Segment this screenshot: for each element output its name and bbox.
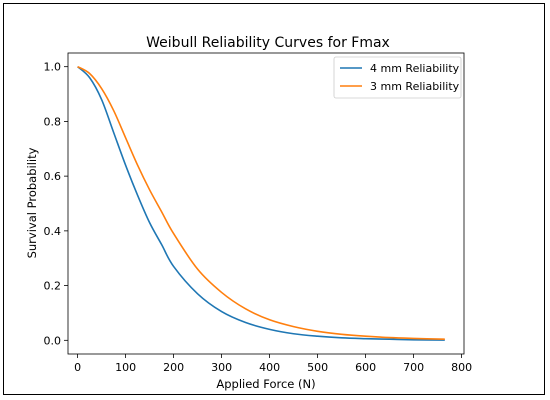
x-tick-label: 0	[74, 361, 81, 374]
y-tick-label: 0.8	[44, 115, 62, 128]
x-tick-label: 100	[115, 361, 136, 374]
x-tick-label: 300	[211, 361, 232, 374]
chart-title: Weibull Reliability Curves for Fmax	[146, 35, 390, 51]
y-tick-label: 0.6	[44, 170, 62, 183]
y-axis-label: Survival Probability	[25, 147, 39, 258]
x-tick-label: 500	[307, 361, 328, 374]
legend-label-3mm: 3 mm Reliability	[370, 80, 460, 93]
y-axis-ticks: 0.0 0.2 0.4 0.6 0.8 1.0	[44, 61, 68, 347]
x-axis-ticks: 0 100 200 300 400 500 600 700 800	[74, 354, 472, 374]
series-line-3mm	[77, 65, 445, 341]
plot-area	[67, 52, 465, 355]
x-axis-label: Applied Force (N)	[216, 377, 315, 391]
y-tick-label: 1.0	[44, 61, 62, 74]
x-tick-label: 700	[403, 361, 424, 374]
legend-box	[333, 56, 462, 99]
x-tick-label: 200	[163, 361, 184, 374]
x-tick-label: 600	[355, 361, 376, 374]
series-lines	[77, 65, 445, 341]
x-tick-label: 800	[451, 361, 472, 374]
y-tick-label: 0.2	[44, 280, 62, 293]
y-tick-label: 0.0	[44, 334, 62, 347]
legend: 4 mm Reliability 3 mm Reliability	[333, 56, 462, 99]
series-line-4mm	[77, 66, 445, 341]
y-tick-label: 0.4	[44, 225, 62, 238]
x-tick-label: 400	[259, 361, 280, 374]
legend-label-4mm: 4 mm Reliability	[370, 62, 460, 75]
